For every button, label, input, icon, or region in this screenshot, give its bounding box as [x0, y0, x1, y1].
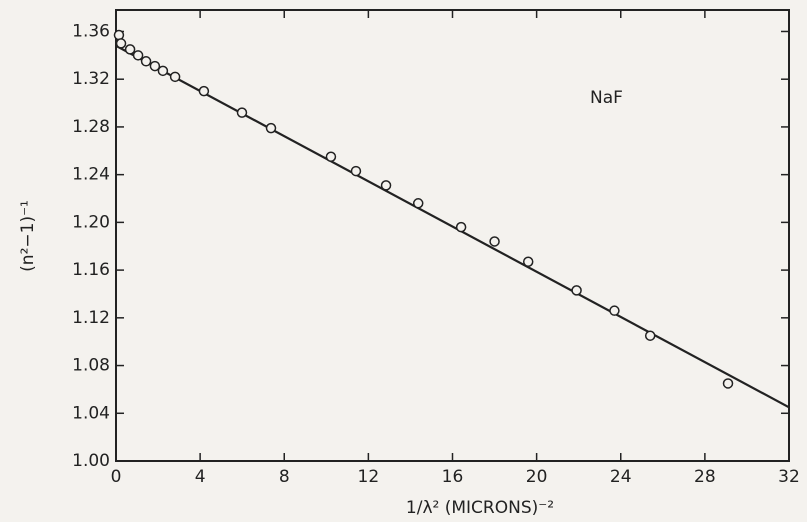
y-tick-label: 1.28: [72, 117, 110, 137]
x-tick-label: 4: [195, 467, 206, 487]
data-point: [113, 29, 125, 41]
y-tick-label: 1.12: [72, 308, 110, 328]
x-tick-label: 16: [442, 467, 464, 487]
data-point: [198, 85, 210, 97]
data-point: [124, 44, 136, 55]
data-point: [236, 107, 248, 118]
y-tick-label: 1.00: [72, 451, 110, 471]
y-axis-label: (n²−1)⁻¹: [18, 200, 38, 272]
data-point: [149, 60, 161, 72]
y-tick-label: 1.16: [72, 260, 110, 280]
data-point: [489, 236, 500, 247]
data-point: [455, 221, 467, 233]
data-point: [380, 180, 392, 191]
data-point: [644, 330, 656, 341]
data-point: [412, 198, 424, 209]
annotation: NaF: [590, 88, 623, 108]
data-point: [132, 50, 144, 61]
data-point: [350, 165, 362, 177]
x-tick-label: 20: [526, 467, 548, 487]
x-tick-label: 12: [358, 467, 380, 487]
y-tick-label: 1.20: [72, 212, 110, 232]
y-tick-label: 1.08: [72, 356, 110, 376]
x-tick-label: 8: [279, 467, 290, 487]
data-point: [522, 256, 534, 267]
y-tick-label: 1.36: [72, 21, 110, 41]
x-tick-label: 24: [610, 467, 632, 487]
data-point: [722, 378, 734, 389]
y-tick-label: 1.32: [72, 69, 110, 89]
data-point: [571, 285, 582, 296]
fit-line: [115, 44, 790, 409]
x-tick-label: 32: [778, 467, 800, 487]
data-point: [265, 122, 277, 134]
data-point: [169, 71, 181, 83]
data-point: [609, 305, 620, 316]
x-tick-label: 0: [111, 467, 122, 487]
x-tick-label: 28: [694, 467, 716, 487]
y-tick-label: 1.24: [72, 165, 110, 185]
data-point: [115, 38, 127, 49]
data-point: [140, 56, 152, 67]
y-tick-label: 1.04: [72, 403, 110, 423]
data-point: [325, 151, 337, 163]
x-axis-label: 1/λ² (MICRONS)⁻²: [406, 498, 554, 518]
data-point: [157, 65, 169, 77]
